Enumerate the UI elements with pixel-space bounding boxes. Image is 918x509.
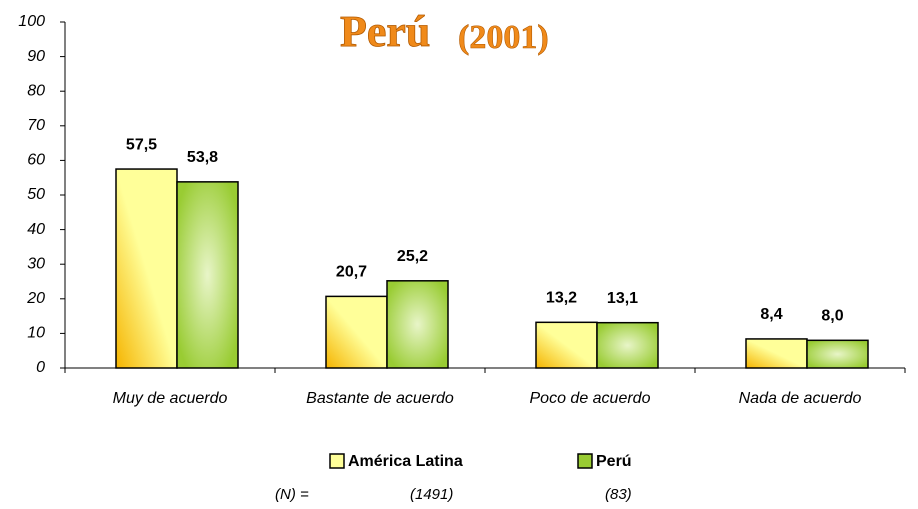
y-tick-label: 70 bbox=[27, 117, 45, 134]
y-tick-label: 30 bbox=[27, 255, 45, 272]
bar bbox=[176, 181, 239, 369]
x-tick-label: Poco de acuerdo bbox=[530, 390, 651, 407]
legend-label: Perú bbox=[596, 453, 632, 470]
value-label: 13,1 bbox=[607, 290, 638, 307]
bar bbox=[386, 280, 449, 369]
x-tick-label: Bastante de acuerdo bbox=[306, 390, 454, 407]
x-tick-label: Nada de acuerdo bbox=[739, 390, 862, 407]
annotation: (1491) bbox=[410, 486, 453, 503]
bar bbox=[535, 321, 598, 369]
annotation: (N) = bbox=[275, 486, 309, 503]
legend-label: América Latina bbox=[348, 453, 463, 470]
x-tick-label: Muy de acuerdo bbox=[113, 390, 228, 407]
bar bbox=[806, 339, 869, 369]
bar bbox=[115, 168, 178, 369]
chart-title: Perú bbox=[340, 7, 430, 56]
value-label: 25,2 bbox=[397, 248, 428, 265]
y-tick-label: 20 bbox=[26, 290, 45, 307]
value-label: 53,8 bbox=[187, 149, 218, 166]
y-tick-label: 10 bbox=[27, 325, 45, 342]
value-label: 13,2 bbox=[546, 290, 577, 307]
y-tick-label: 80 bbox=[27, 82, 45, 99]
legend-swatch bbox=[329, 453, 345, 469]
bar bbox=[325, 295, 388, 369]
y-tick-label: 0 bbox=[36, 359, 45, 376]
y-tick-label: 100 bbox=[18, 13, 45, 30]
y-tick-label: 60 bbox=[27, 152, 45, 169]
y-tick-label: 40 bbox=[27, 221, 45, 238]
annotation: (83) bbox=[605, 486, 632, 503]
y-tick-label: 50 bbox=[27, 186, 45, 203]
bar bbox=[745, 338, 808, 369]
value-label: 8,4 bbox=[760, 306, 782, 323]
value-label: 20,7 bbox=[336, 264, 367, 281]
value-label: 8,0 bbox=[821, 308, 843, 325]
y-tick-label: 90 bbox=[27, 48, 45, 65]
bar bbox=[596, 321, 659, 369]
chart-subtitle: (2001) bbox=[458, 19, 549, 56]
value-label: 57,5 bbox=[126, 136, 157, 153]
legend-swatch bbox=[577, 453, 593, 469]
